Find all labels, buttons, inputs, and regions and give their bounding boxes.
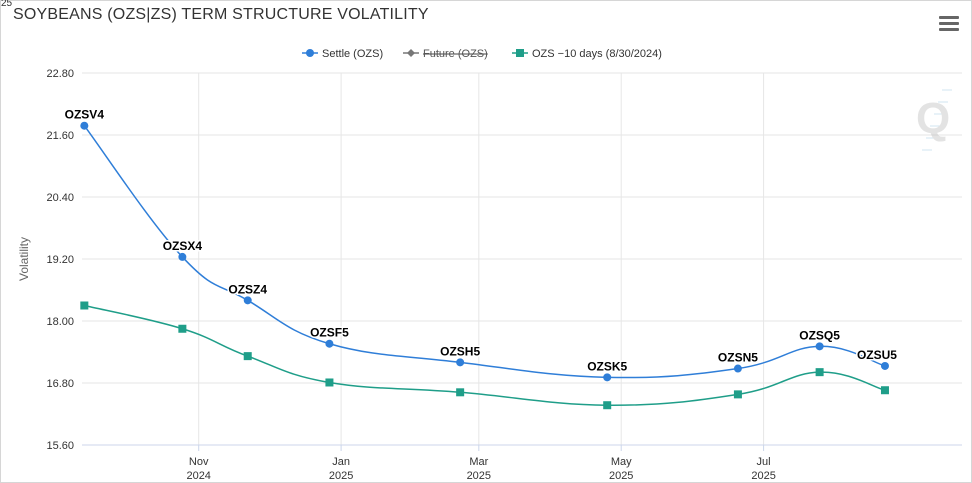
- x-tick-year: 2025: [329, 470, 353, 482]
- x-tick-label: Jul: [757, 456, 771, 468]
- data-point-settle: [815, 342, 824, 351]
- hamburger-menu-icon[interactable]: [939, 16, 959, 32]
- data-point-settle: [456, 358, 465, 367]
- data-point-settle: [178, 252, 187, 261]
- x-tick-label: Jan: [332, 456, 350, 468]
- legend-label: OZS −10 days (8/30/2024): [532, 48, 662, 60]
- x-tick-year: 2025: [751, 470, 775, 482]
- data-label: OZSV4: [65, 108, 105, 122]
- series-line-settle: [83, 125, 886, 379]
- y-tick-label: 19.20: [46, 254, 74, 266]
- x-tick-label: Mar: [469, 456, 488, 468]
- corner-label: 25: [1, 0, 13, 9]
- legend-marker-circle: [306, 49, 314, 57]
- data-point-settle: [325, 339, 334, 348]
- data-point-settle: [80, 121, 89, 130]
- x-tick-label: May: [611, 456, 632, 468]
- x-tick-label: Nov: [189, 456, 209, 468]
- data-label: OZSZ4: [228, 282, 267, 296]
- data-point-prior: [733, 390, 742, 399]
- watermark-logo: Q: [916, 89, 952, 151]
- legend-marker-square: [516, 49, 524, 57]
- data-point-settle: [733, 364, 742, 373]
- legend-item[interactable]: Settle (OZS): [302, 48, 383, 60]
- y-tick-label: 18.00: [46, 316, 74, 328]
- data-label: OZSX4: [163, 239, 203, 253]
- x-tick-year: 2024: [186, 470, 210, 482]
- data-label: OZSU5: [857, 348, 897, 362]
- y-tick-label: 15.60: [46, 440, 74, 452]
- x-tick-year: 2025: [467, 470, 491, 482]
- data-label: OZSK5: [587, 359, 627, 373]
- data-label: OZSF5: [310, 326, 349, 340]
- legend-item[interactable]: Future (OZS): [403, 48, 488, 60]
- y-tick-label: 22.80: [46, 68, 74, 80]
- data-point-prior: [815, 368, 824, 377]
- data-point-settle: [243, 296, 252, 305]
- data-point-prior: [80, 301, 89, 310]
- legend-label: Future (OZS): [423, 48, 488, 60]
- data-point-settle: [880, 361, 889, 370]
- legend-marker-diamond: [407, 49, 415, 57]
- y-tick-label: 20.40: [46, 192, 74, 204]
- x-tick-year: 2025: [609, 470, 633, 482]
- series-line-prior: [84, 304, 886, 406]
- data-point-prior: [456, 388, 465, 397]
- data-point-prior: [325, 378, 334, 387]
- data-point-prior: [603, 401, 612, 410]
- data-point-prior: [243, 352, 252, 361]
- data-label: OZSQ5: [799, 328, 840, 342]
- data-label: OZSH5: [440, 344, 480, 358]
- data-point-prior: [178, 324, 187, 333]
- legend-item[interactable]: OZS −10 days (8/30/2024): [512, 48, 662, 60]
- y-tick-label: 16.80: [46, 378, 74, 390]
- data-point-settle: [603, 373, 612, 382]
- watermark-q: Q: [916, 94, 950, 143]
- y-axis-title: Volatility: [17, 237, 31, 281]
- data-point-prior: [880, 386, 889, 395]
- chart-title: SOYBEANS (OZS|ZS) TERM STRUCTURE VOLATIL…: [13, 6, 429, 23]
- y-tick-label: 21.60: [46, 130, 74, 142]
- data-label: OZSN5: [718, 351, 758, 365]
- legend-label: Settle (OZS): [322, 48, 383, 60]
